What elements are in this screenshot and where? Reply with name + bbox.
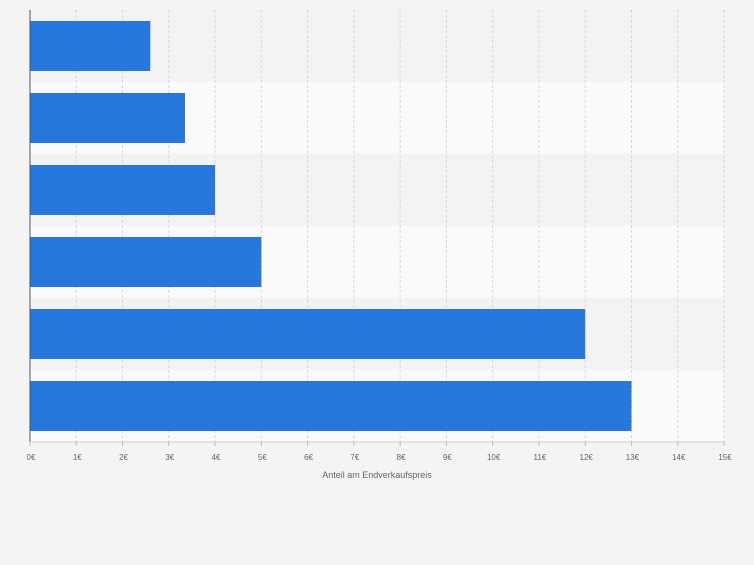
bar <box>30 93 185 143</box>
x-tick-label: 11€ <box>534 453 547 462</box>
x-axis-label: Anteil am Endverkaufspreis <box>322 470 432 480</box>
x-tick-label: 8€ <box>397 453 406 462</box>
x-tick-label: 10€ <box>487 453 501 462</box>
bars <box>30 21 632 431</box>
x-tick-label: 6€ <box>304 453 313 462</box>
x-tick-label: 3€ <box>165 453 174 462</box>
bar <box>30 309 586 359</box>
x-tick-label: 0€ <box>27 453 36 462</box>
x-tick-label: 15€ <box>718 453 732 462</box>
x-tick-label: 1€ <box>73 453 82 462</box>
x-tick-label: 12€ <box>580 453 594 462</box>
bar <box>30 237 262 287</box>
x-tick-label: 14€ <box>672 453 686 462</box>
x-tick-label: 5€ <box>258 453 267 462</box>
x-tick-label: 4€ <box>212 453 221 462</box>
x-tick-label: 13€ <box>626 453 640 462</box>
x-tick-labels: 0€ 1€ 2€ 3€ 4€ 5€ 6€ 7€ 8€ 9€ 10€ 11€ 12€ 13€ 14€ 15€ <box>27 453 733 462</box>
bar <box>30 381 632 431</box>
x-tick-label: 9€ <box>443 453 452 462</box>
x-tick-label: 7€ <box>350 453 359 462</box>
row-bands <box>30 10 724 442</box>
axes <box>29 10 725 446</box>
x-tick-label: 2€ <box>119 453 128 462</box>
grid-lines <box>75 10 725 442</box>
bar <box>30 165 216 215</box>
bar <box>30 21 151 71</box>
